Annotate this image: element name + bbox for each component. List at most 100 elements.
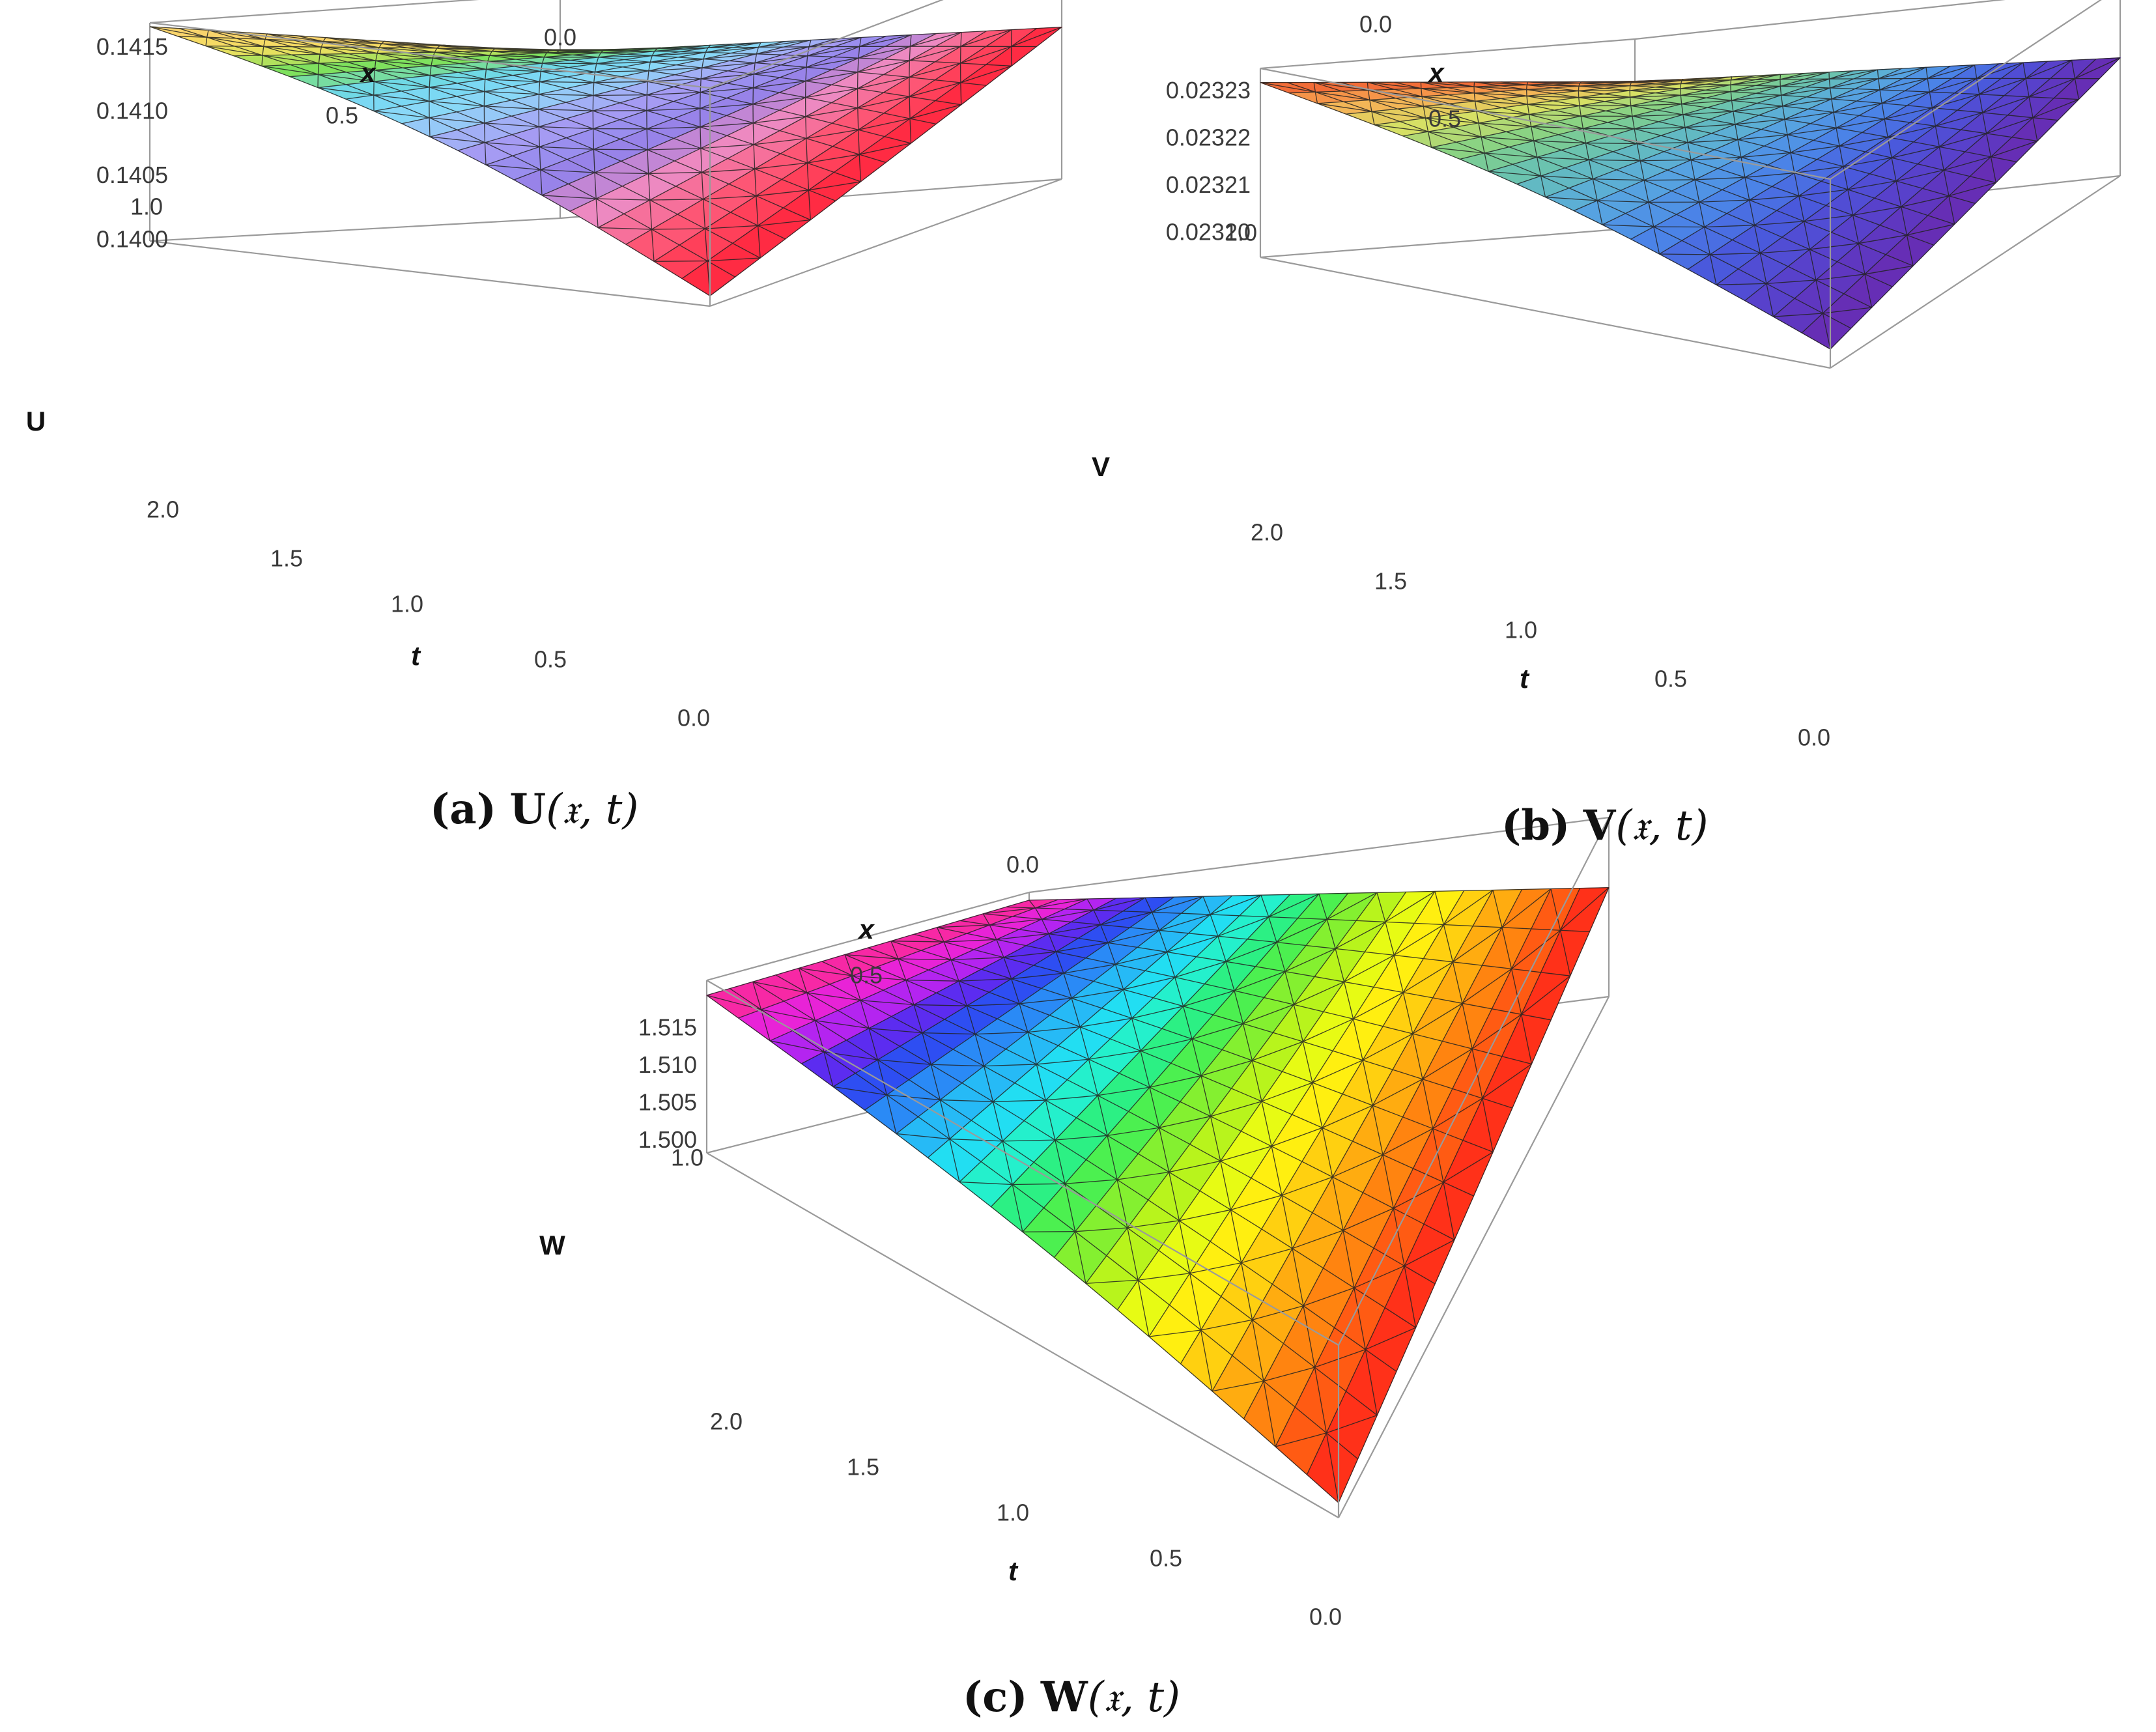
box-edge-bottom-t-max [1260, 227, 1636, 259]
caption-b-args: (𝔵, t) [1615, 802, 1709, 850]
box-edge-top-back [1634, 0, 2006, 40]
mesh-diagonal [1864, 274, 1873, 308]
mesh-diagonal [206, 30, 209, 38]
mesh-diagonal [1529, 114, 1582, 117]
mesh-diagonal [1482, 1063, 1532, 1099]
mesh-diagonal [1036, 1058, 1089, 1065]
mesh-diagonal [1559, 930, 1571, 976]
mesh-diagonal [1427, 132, 1432, 148]
mesh-diagonal [1088, 1050, 1141, 1060]
mesh-diagonal [1581, 81, 1633, 83]
mesh-diagonal [702, 199, 706, 229]
mesh-diagonal [756, 190, 809, 197]
mesh-diagonal [1019, 997, 1072, 1004]
mesh-diagonal [1691, 156, 1742, 161]
mesh-diagonal [1342, 1208, 1394, 1231]
mesh-diagonal [1659, 253, 1710, 255]
mesh-diagonal [1632, 114, 1683, 117]
mesh-diagonal [1115, 951, 1167, 965]
mesh-diagonal [379, 47, 435, 53]
mesh-diagonal [1939, 133, 1987, 148]
mesh-diagonal [539, 109, 593, 111]
mesh-diagonal [937, 924, 990, 928]
mesh-diagonal [318, 74, 375, 82]
mesh-diagonal [318, 54, 320, 64]
mesh-diagonal [858, 130, 860, 155]
mesh-diagonal [1421, 96, 1424, 107]
mesh-diagonal [1431, 147, 1485, 154]
mesh-diagonal [1588, 160, 1593, 179]
mesh-diagonal [652, 51, 706, 57]
mesh-diagonal [429, 117, 431, 137]
mesh-diagonal [1225, 961, 1235, 991]
mesh-diagonal [1804, 214, 1853, 222]
mesh-diagonal [805, 107, 858, 117]
mesh-diagonal [373, 70, 375, 82]
mesh-diagonal [319, 63, 375, 71]
mesh-line-t [1317, 78, 1684, 104]
mesh-diagonal [1533, 141, 1538, 158]
mesh-diagonal [381, 43, 437, 49]
mesh-diagonal [594, 172, 597, 199]
mesh-diagonal [1636, 143, 1641, 161]
mesh-diagonal [1901, 206, 1908, 236]
mesh-line-t [709, 27, 1062, 296]
t-tick-label: 2.0 [1251, 519, 1283, 546]
mesh-diagonal [1684, 124, 1735, 128]
caption-c-label: (c) [963, 1673, 1028, 1722]
mesh-diagonal [823, 1051, 834, 1087]
mesh-diagonal [1123, 989, 1133, 1019]
mesh-line-t [1260, 81, 1636, 83]
mesh-diagonal [1501, 888, 1552, 928]
mesh-diagonal [484, 142, 487, 165]
mesh-diagonal [1773, 313, 1823, 317]
mesh-diagonal [1402, 961, 1453, 993]
caption-b-label: (b) [1501, 801, 1570, 850]
surface-mesh [149, 26, 1063, 296]
mesh-diagonal [1261, 1082, 1313, 1102]
mesh-diagonal [704, 229, 708, 261]
mesh-diagonal [769, 1040, 825, 1053]
mesh-diagonal [1422, 1079, 1434, 1129]
mesh-diagonal [1313, 82, 1316, 92]
mesh-diagonal [993, 1100, 1046, 1102]
mesh-diagonal [1578, 83, 1581, 87]
mesh-diagonal [593, 82, 595, 96]
mesh-diagonal [1003, 957, 1012, 979]
mesh-diagonal [319, 47, 322, 55]
mesh-diagonal [1263, 1367, 1315, 1382]
mesh-diagonal [1749, 195, 1799, 201]
mesh-diagonal [1200, 1319, 1253, 1331]
mesh-diagonal [1158, 1128, 1170, 1172]
mesh-diagonal [1710, 252, 1761, 255]
mesh-diagonal [1877, 69, 1879, 79]
z-tick-label: 1.515 [638, 1014, 697, 1040]
mesh-diagonal [430, 75, 485, 80]
mesh-diagonal [1421, 88, 1475, 94]
mesh-diagonal [317, 63, 320, 75]
mesh-line-t [429, 39, 812, 137]
mesh-diagonal [593, 94, 647, 96]
x-tick-label: 0.5 [850, 962, 883, 989]
mesh-diagonal [1580, 116, 1583, 129]
mesh-diagonal [1780, 94, 1783, 106]
mesh-diagonal [1749, 199, 1755, 225]
mesh-diagonal [1342, 1230, 1355, 1288]
caption-c-function: W [1040, 1673, 1088, 1722]
mesh-line-t [1212, 890, 1494, 1392]
mesh-diagonal [593, 149, 595, 173]
t-tick-label: 0.5 [534, 646, 567, 673]
mesh-diagonal [1688, 139, 1738, 143]
mesh-diagonal [325, 36, 382, 44]
mesh-diagonal [1803, 221, 1810, 249]
mesh-diagonal [1200, 1075, 1212, 1116]
caption-a-args: (𝔵, t) [546, 786, 639, 834]
mesh-diagonal [1178, 1220, 1191, 1273]
mesh-diagonal [807, 46, 860, 57]
mesh-diagonal [958, 978, 1012, 982]
mesh-diagonal [1263, 1381, 1276, 1447]
mesh-diagonal [806, 163, 810, 190]
mesh-diagonal [755, 55, 808, 64]
mesh-line-t [1338, 887, 1610, 1503]
mesh-diagonal [1782, 106, 1785, 120]
